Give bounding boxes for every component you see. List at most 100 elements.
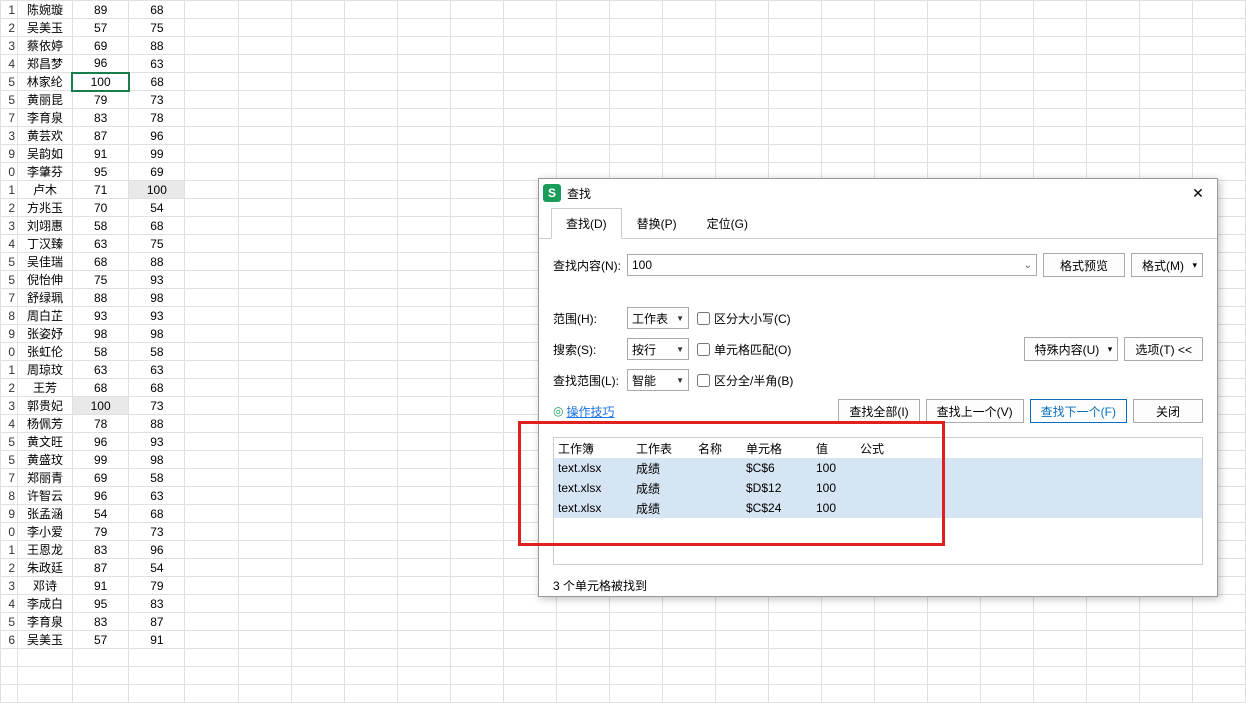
cell[interactable] [450, 361, 503, 379]
cell[interactable]: 99 [72, 451, 128, 469]
cell[interactable] [1139, 649, 1192, 667]
cell[interactable] [1033, 55, 1086, 73]
cell[interactable]: 69 [72, 469, 128, 487]
cell[interactable] [238, 73, 291, 91]
cell[interactable] [185, 163, 238, 181]
cell[interactable] [662, 667, 715, 685]
cell[interactable]: 96 [72, 433, 128, 451]
cell[interactable] [397, 253, 450, 271]
cell[interactable] [927, 667, 980, 685]
cell[interactable]: 58 [72, 217, 128, 235]
cell[interactable] [291, 37, 344, 55]
cell[interactable] [450, 109, 503, 127]
cell[interactable]: 98 [129, 289, 185, 307]
checkbox-case[interactable]: 区分大小写(C) [697, 310, 791, 327]
cell[interactable]: 70 [72, 199, 128, 217]
cell[interactable] [185, 19, 238, 37]
results-row[interactable]: text.xlsx成绩$C$24100 [554, 498, 1202, 518]
cell[interactable] [397, 235, 450, 253]
cell[interactable] [185, 649, 238, 667]
cell[interactable] [980, 667, 1033, 685]
cell[interactable]: 93 [129, 307, 185, 325]
cell[interactable] [291, 55, 344, 73]
cell[interactable] [1139, 73, 1192, 91]
cell[interactable] [397, 19, 450, 37]
row-header[interactable]: 1 [1, 361, 18, 379]
cell[interactable] [821, 55, 874, 73]
cell[interactable] [927, 109, 980, 127]
row-header[interactable]: 7 [1, 289, 18, 307]
cell[interactable] [397, 379, 450, 397]
cell[interactable] [1192, 127, 1245, 145]
cell[interactable]: 83 [72, 109, 128, 127]
cell[interactable] [821, 91, 874, 109]
cell[interactable]: 100 [72, 397, 128, 415]
row-header[interactable]: 3 [1, 577, 18, 595]
cell[interactable] [238, 343, 291, 361]
cell[interactable]: 69 [129, 163, 185, 181]
cell[interactable] [291, 91, 344, 109]
cell[interactable]: 朱政廷 [18, 559, 73, 577]
chevron-down-icon[interactable]: ⌄ [1024, 260, 1032, 271]
cell[interactable] [291, 145, 344, 163]
cell[interactable]: 75 [72, 271, 128, 289]
cell[interactable] [715, 145, 768, 163]
row-header[interactable]: 2 [1, 19, 18, 37]
cell[interactable] [715, 73, 768, 91]
cell[interactable] [503, 91, 556, 109]
cell[interactable] [291, 361, 344, 379]
row-header[interactable]: 9 [1, 325, 18, 343]
cell[interactable] [980, 1, 1033, 19]
cell[interactable]: 79 [129, 577, 185, 595]
cell[interactable] [397, 289, 450, 307]
row-header[interactable]: 5 [1, 271, 18, 289]
cell[interactable] [185, 217, 238, 235]
row-header[interactable]: 4 [1, 595, 18, 613]
cell[interactable] [344, 613, 397, 631]
cell[interactable] [238, 397, 291, 415]
cell[interactable] [768, 667, 821, 685]
cell[interactable] [927, 19, 980, 37]
cell[interactable] [397, 127, 450, 145]
cell[interactable] [1086, 55, 1139, 73]
cell[interactable] [344, 1, 397, 19]
cell[interactable] [450, 487, 503, 505]
cell[interactable] [185, 55, 238, 73]
cell[interactable]: 68 [72, 379, 128, 397]
cell[interactable] [291, 415, 344, 433]
cell[interactable] [503, 145, 556, 163]
row-header[interactable]: 3 [1, 397, 18, 415]
cell[interactable] [344, 289, 397, 307]
cell[interactable] [185, 145, 238, 163]
cell[interactable] [185, 379, 238, 397]
cell[interactable] [662, 649, 715, 667]
cell[interactable] [662, 19, 715, 37]
cell[interactable] [185, 199, 238, 217]
options-button[interactable]: 选项(T) << [1124, 337, 1203, 361]
cell[interactable] [450, 505, 503, 523]
cell[interactable] [662, 127, 715, 145]
cell[interactable] [927, 613, 980, 631]
row-header[interactable]: 4 [1, 415, 18, 433]
row-header[interactable]: 1 [1, 541, 18, 559]
cell[interactable] [397, 199, 450, 217]
cell[interactable]: 79 [72, 523, 128, 541]
cell[interactable] [291, 289, 344, 307]
cell[interactable]: 吴韵如 [18, 145, 73, 163]
checkbox-cellmatch[interactable]: 单元格匹配(O) [697, 341, 791, 358]
cell[interactable]: 54 [72, 505, 128, 523]
cell[interactable] [450, 289, 503, 307]
cell[interactable]: 75 [129, 235, 185, 253]
cell[interactable] [874, 91, 927, 109]
cell[interactable]: 黄丽昆 [18, 91, 73, 109]
cell[interactable] [344, 397, 397, 415]
cell[interactable] [238, 199, 291, 217]
cell[interactable] [1033, 1, 1086, 19]
cell[interactable]: 舒绿珮 [18, 289, 73, 307]
cell[interactable]: 87 [72, 127, 128, 145]
cell[interactable]: 郑昌梦 [18, 55, 73, 73]
cell[interactable] [344, 559, 397, 577]
cell[interactable] [768, 73, 821, 91]
cell[interactable] [1086, 649, 1139, 667]
cell[interactable]: 98 [129, 451, 185, 469]
